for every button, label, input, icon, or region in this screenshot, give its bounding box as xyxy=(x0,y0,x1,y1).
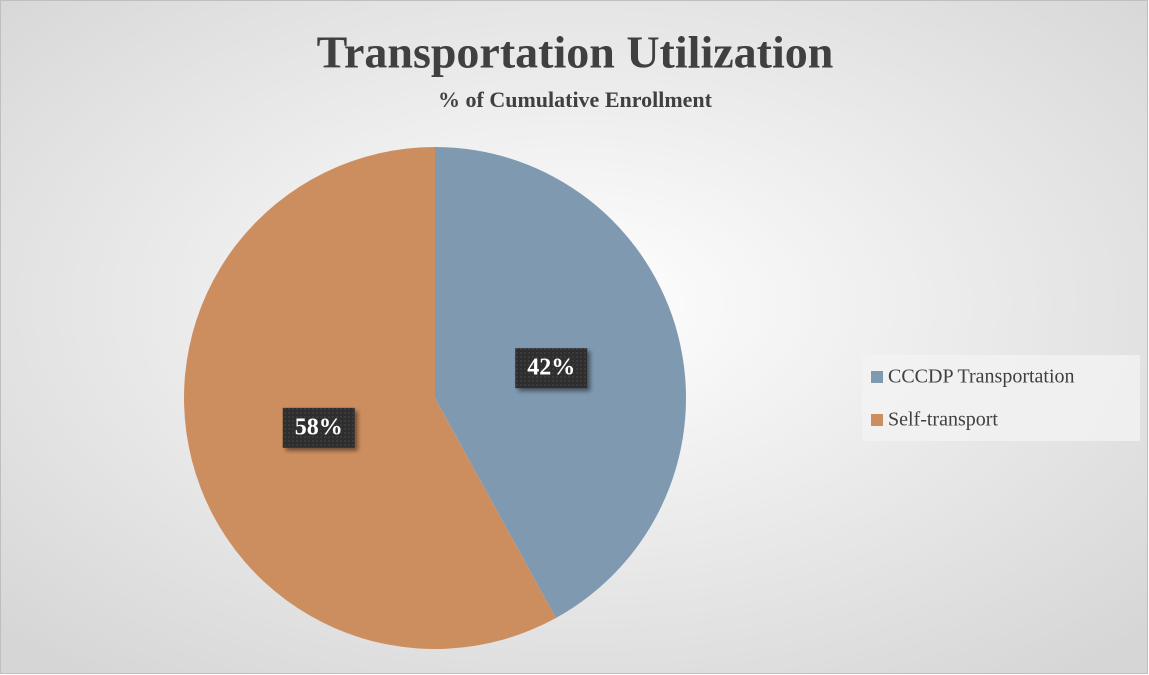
chart-title: Transportation Utilization xyxy=(317,27,834,78)
data-label-box xyxy=(515,348,588,389)
data-label: 42% xyxy=(527,355,575,381)
data-label: 58% xyxy=(295,414,343,440)
legend-box xyxy=(862,355,1140,441)
legend-label: Self-transport xyxy=(888,409,998,431)
data-labels: 42% 58% xyxy=(282,348,588,448)
data-label-box xyxy=(282,407,355,448)
chart-subtitle: % of Cumulative Enrollment xyxy=(438,87,713,112)
pie-slice xyxy=(183,147,556,649)
legend-label: CCCDP Transportation xyxy=(888,366,1075,388)
pie xyxy=(183,147,686,649)
legend: CCCDP Transportation Self-transport xyxy=(871,366,1075,431)
legend-swatch xyxy=(871,371,883,383)
legend-swatch xyxy=(871,414,883,426)
